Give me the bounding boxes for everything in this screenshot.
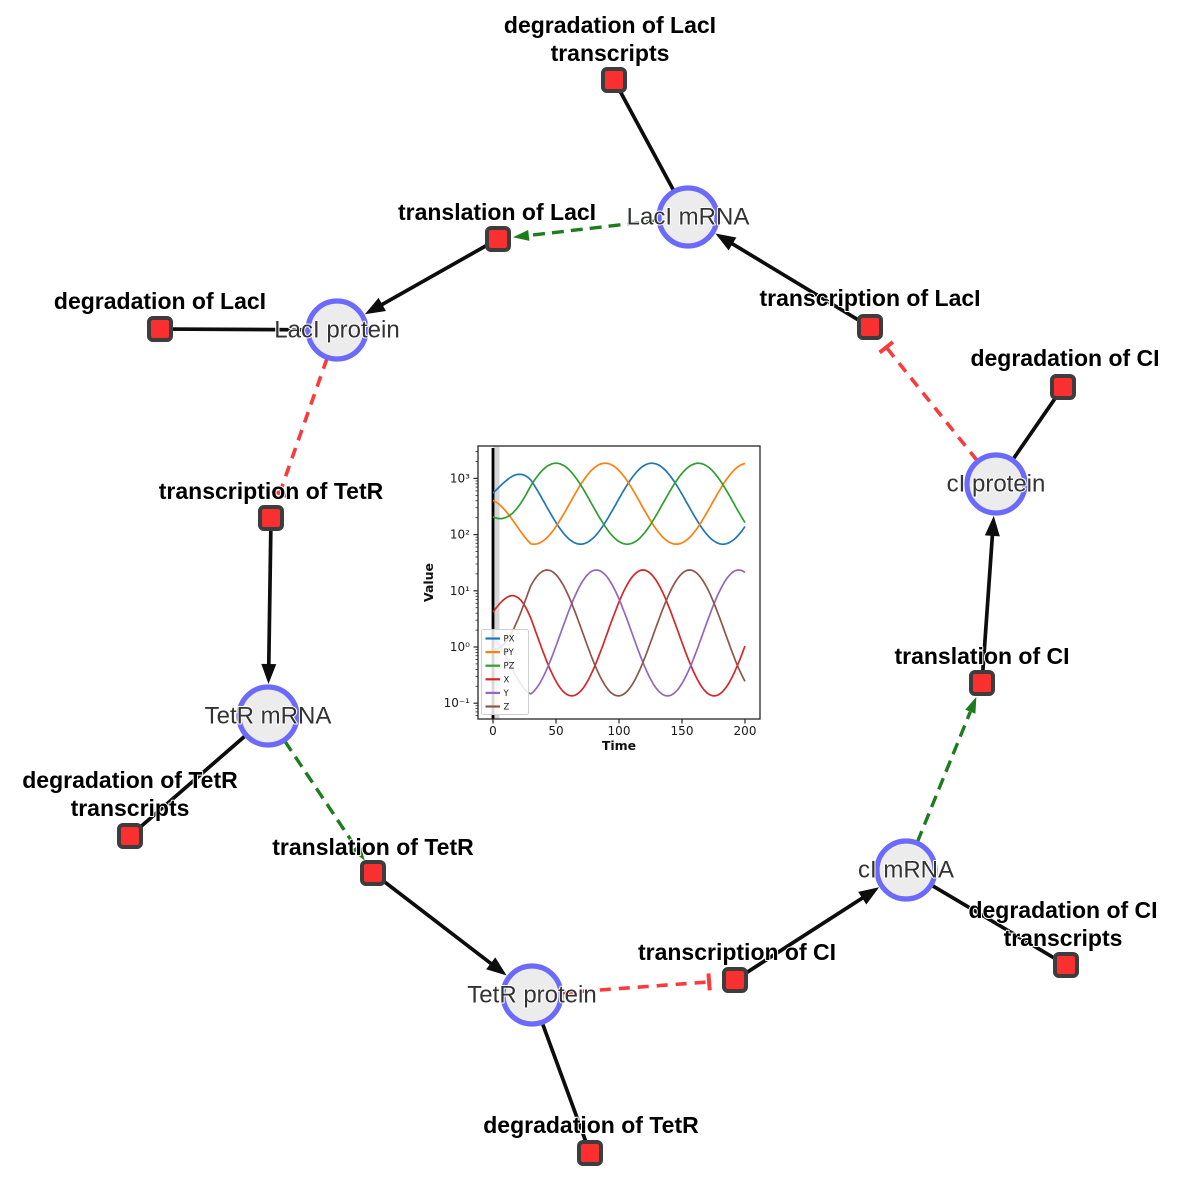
edge-tx_laci-laci_mrna (715, 233, 861, 323)
edge-laci_protein-deg_laci (167, 327, 308, 332)
chart-y-ticks: 10⁻¹ 10⁰ 10¹ 10² 10³ (444, 451, 478, 717)
reaction-label-tx_laci: transcription of LacI (759, 285, 980, 311)
chart-series-PZ (492, 462, 746, 546)
chart-legend: PX PY PZ XYZ (481, 629, 529, 715)
svg-text:10³: 10³ (450, 471, 470, 485)
reaction-node-transl_tetr[interactable] (360, 860, 386, 886)
reaction-label-deg_ci_tx: transcripts (1004, 925, 1123, 951)
edge-ci_protein-tx_laci (878, 340, 979, 462)
svg-text:10²: 10² (450, 528, 470, 542)
reaction-node-deg_ci_tx[interactable] (1053, 952, 1079, 978)
edge-tetr_protein-deg_tetr (540, 1022, 589, 1147)
reaction-label-tx_ci: transcription of CI (638, 939, 836, 965)
reaction-node-deg_laci[interactable] (147, 316, 173, 342)
species-node-tetr_mrna[interactable] (236, 684, 300, 748)
reaction-label-transl_tetr: translation of TetR (272, 834, 474, 860)
species-label-laci_protein: LacI protein (274, 317, 399, 344)
svg-text:200: 200 (734, 724, 757, 738)
nodes-layer (117, 67, 1079, 1166)
reaction-node-deg_ci[interactable] (1050, 374, 1076, 400)
svg-text:0: 0 (489, 724, 497, 738)
chart-x-axis-label: Time (602, 738, 636, 753)
species-node-tetr_protein[interactable] (500, 963, 564, 1027)
svg-text:100: 100 (608, 724, 631, 738)
species-node-ci_protein[interactable] (964, 452, 1028, 516)
reaction-node-transl_ci[interactable] (969, 670, 995, 696)
reaction-node-deg_laci_tx[interactable] (601, 67, 627, 93)
species-node-laci_mrna[interactable] (656, 185, 720, 249)
chart-y-axis-label: Value (421, 563, 436, 602)
edge-laci_mrna-deg_laci_tx (616, 86, 676, 192)
reaction-node-deg_tetr_tx[interactable] (117, 823, 143, 849)
legend-label-PZ: PZ (504, 662, 515, 672)
svg-text:150: 150 (671, 724, 694, 738)
labels-layer: LacI mRNA LacI protein TetR mRNA TetR prote… (21, 11, 1160, 1139)
chart-series-Z (493, 569, 746, 697)
edge-tx_ci-ci_mrna (744, 887, 880, 976)
reaction-label-deg_ci: degradation of CI (970, 345, 1159, 371)
reaction-label-deg_tetr: degradation of TetR (483, 1112, 699, 1138)
reaction-node-deg_tetr[interactable] (577, 1140, 603, 1166)
edge-laci_protein-tx_tetr (270, 357, 329, 499)
species-label-laci_mrna: LacI mRNA (627, 204, 750, 231)
reaction-node-tx_laci[interactable] (857, 314, 883, 340)
chart-series-X (492, 569, 746, 697)
species-label-tetr_protein: TetR protein (467, 982, 596, 1009)
edge-laci_mrna-transl_laci (512, 218, 659, 241)
svg-text:10⁻¹: 10⁻¹ (444, 696, 471, 710)
reaction-label-deg_laci_tx: degradation of LacI (504, 12, 716, 38)
chart-series-PY (492, 462, 746, 546)
reaction-label-deg_laci: degradation of LacI (54, 288, 266, 314)
edge-ci_protein-deg_ci (1011, 392, 1060, 461)
species-node-laci_protein[interactable] (305, 298, 369, 362)
reaction-label-transl_laci: translation of LacI (398, 199, 596, 225)
reaction-label-deg_ci_tx: degradation of CI (968, 897, 1157, 923)
chart-transient-band (493, 446, 500, 719)
species-label-ci_mrna: cI mRNA (858, 857, 954, 884)
svg-text:10⁰: 10⁰ (450, 640, 470, 654)
edge-transl_laci-laci_protein (364, 243, 489, 315)
reaction-label-deg_tetr_tx: transcripts (71, 795, 190, 821)
edge-transl_tetr-tetr_protein (381, 878, 507, 976)
species-label-ci_protein: cI protein (947, 471, 1046, 498)
legend-label-X: X (504, 675, 510, 685)
reaction-node-tx_ci[interactable] (722, 967, 748, 993)
legend-label-PY: PY (504, 648, 515, 658)
legend-label-Y: Y (503, 689, 510, 699)
reaction-label-deg_tetr_tx: degradation of TetR (22, 767, 238, 793)
chart-curves (491, 446, 746, 719)
edge-tetr_protein-tx_ci (561, 973, 712, 995)
chart-series-PX (492, 462, 746, 546)
edge-ci_mrna-deg_ci_tx (930, 883, 1061, 963)
reaction-label-deg_laci_tx: transcripts (551, 40, 670, 66)
species-node-ci_mrna[interactable] (874, 838, 938, 902)
edge-ci_mrna-transl_ci (915, 696, 977, 843)
inset-chart: 0 50 100 150 20010⁻¹10⁰10¹10²10³TimeValuePXP… (421, 445, 761, 753)
reaction-label-transl_ci: translation of CI (894, 643, 1069, 669)
svg-text:50: 50 (548, 724, 563, 738)
edge-tetr_mrna-transl_tetr (283, 739, 365, 861)
reaction-label-tx_tetr: transcription of TetR (159, 478, 384, 504)
edge-tx_tetr-tetr_mrna (261, 529, 277, 685)
chart-series-Y (492, 569, 746, 697)
species-label-tetr_mrna: TetR mRNA (205, 703, 332, 730)
reaction-node-transl_laci[interactable] (485, 226, 511, 252)
chart-x-ticks: 0 50 100 150 200 (489, 719, 756, 738)
edge-transl_ci-ci_protein (980, 515, 1000, 672)
legend-label-PX: PX (504, 635, 515, 645)
edges-layer (134, 86, 1061, 1147)
edge-tetr_mrna-deg_tetr_tx (134, 734, 247, 833)
legend-label-Z: Z (504, 703, 510, 713)
reaction-node-tx_tetr[interactable] (258, 505, 284, 531)
svg-text:10¹: 10¹ (450, 584, 470, 598)
